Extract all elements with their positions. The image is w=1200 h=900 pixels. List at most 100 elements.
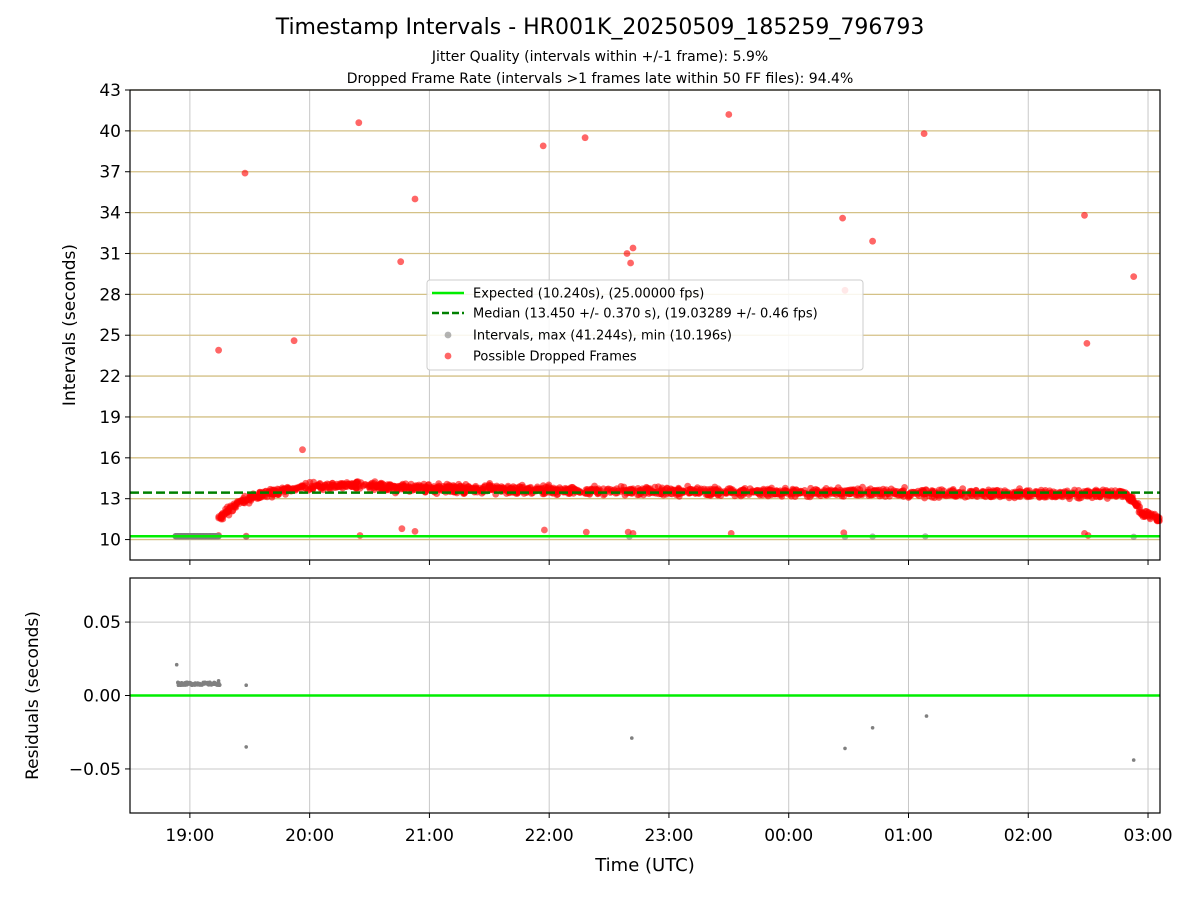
residual-point bbox=[244, 683, 248, 687]
top-y-tick-label: 31 bbox=[99, 244, 121, 264]
dropped-frame-point bbox=[1145, 511, 1153, 519]
chart-title: Timestamp Intervals - HR001K_20250509_18… bbox=[275, 15, 925, 40]
top-y-tick-label: 25 bbox=[99, 326, 121, 346]
dropped-frame-outlier-point bbox=[1130, 273, 1138, 280]
dropped-frame-outlier-point bbox=[623, 250, 631, 257]
dropped-frame-point bbox=[422, 484, 429, 492]
legend-box bbox=[426, 279, 864, 371]
dropped-frame-point bbox=[351, 481, 359, 489]
legend-dropped-swatch bbox=[444, 352, 452, 360]
dropped-frame-subtitle: Dropped Frame Rate (intervals >1 frames … bbox=[346, 71, 854, 87]
bottom-y-tick-label: 0.05 bbox=[83, 613, 121, 633]
x-tick-label: 00:00 bbox=[764, 826, 813, 846]
dropped-frame-outlier-point bbox=[1081, 211, 1088, 219]
dropped-frame-point bbox=[1136, 503, 1144, 511]
x-tick-label: 03:00 bbox=[1124, 826, 1173, 846]
bottom-y-tick-label: 0.00 bbox=[83, 687, 121, 707]
dropped-frame-point bbox=[387, 483, 395, 490]
x-tick-label: 20:00 bbox=[285, 826, 334, 846]
x-tick-label: 22:00 bbox=[525, 826, 574, 846]
dropped-frame-outlier-point bbox=[541, 526, 548, 534]
residual-point bbox=[174, 662, 179, 667]
dropped-frame-point bbox=[323, 480, 331, 488]
legend: Expected (10.240s), (25.00000 fps) Median… bbox=[426, 279, 864, 371]
dropped-frame-outlier-point bbox=[290, 337, 298, 345]
residual-point bbox=[176, 680, 180, 685]
dropped-frame-point bbox=[806, 493, 814, 501]
bottom-y-tick-label: −0.05 bbox=[69, 760, 121, 780]
dropped-frame-outlier-point bbox=[869, 237, 876, 245]
dropped-frame-outlier-point bbox=[411, 195, 419, 203]
dropped-frame-point bbox=[877, 489, 885, 497]
dropped-frame-point bbox=[1119, 493, 1126, 501]
dropped-frame-point bbox=[399, 483, 407, 491]
dropped-frame-point bbox=[838, 489, 846, 497]
dropped-frame-point bbox=[566, 490, 574, 497]
legend-entry-label: Possible Dropped Frames bbox=[473, 350, 637, 365]
residual-points bbox=[174, 662, 1136, 762]
x-tick-label: 21:00 bbox=[405, 826, 454, 846]
x-tick-label: 01:00 bbox=[884, 826, 933, 846]
dropped-frame-outlier-point bbox=[627, 259, 634, 267]
top-y-axis-label: Intervals (seconds) bbox=[60, 244, 80, 406]
top-y-tick-label: 28 bbox=[99, 285, 121, 305]
dropped-frame-point bbox=[731, 492, 739, 500]
dropped-frame-point bbox=[1085, 488, 1093, 496]
dropped-frame-outlier-point bbox=[299, 446, 306, 454]
dropped-frame-point bbox=[664, 485, 671, 492]
dropped-frame-point bbox=[332, 483, 339, 490]
residual-point bbox=[216, 679, 221, 683]
dropped-frame-outlier-point bbox=[629, 244, 637, 252]
x-tick-label: 23:00 bbox=[644, 826, 693, 846]
top-y-tick-label: 16 bbox=[99, 449, 121, 469]
top-y-ticks: 10 13 16 19 22 25 28 31 34 37 40 43 bbox=[99, 81, 130, 551]
dropped-frame-point bbox=[684, 482, 692, 490]
dropped-frame-outlier-point bbox=[725, 111, 733, 118]
dropped-frame-outlier-point bbox=[1083, 340, 1091, 347]
residual-point bbox=[1131, 758, 1136, 762]
dropped-frame-point bbox=[516, 483, 523, 491]
top-y-tick-label: 37 bbox=[99, 163, 121, 183]
dropped-frame-point bbox=[499, 484, 506, 492]
x-tick-label: 19:00 bbox=[165, 826, 214, 846]
top-y-tick-label: 19 bbox=[99, 408, 121, 428]
top-y-tick-label: 22 bbox=[99, 367, 121, 387]
dropped-frame-point bbox=[1138, 511, 1145, 518]
dropped-frame-point bbox=[813, 486, 821, 494]
residual-point bbox=[843, 746, 847, 751]
dropped-frame-outlier-point bbox=[581, 134, 589, 142]
top-y-tick-label: 10 bbox=[99, 531, 121, 551]
bottom-x-ticks: 19:00 20:00 21:00 22:00 23:00 00:00 01:00 02:00… bbox=[165, 813, 1173, 846]
dropped-frame-outlier-point bbox=[397, 258, 405, 266]
dropped-frame-point bbox=[694, 484, 701, 492]
residual-point bbox=[924, 714, 929, 718]
dropped-frame-outlier-point bbox=[411, 528, 419, 535]
dropped-frame-point bbox=[570, 486, 578, 493]
dropped-frame-point bbox=[467, 485, 475, 492]
top-y-tick-label: 13 bbox=[99, 490, 121, 510]
dropped-frame-point bbox=[859, 483, 866, 491]
dropped-frame-outlier-point bbox=[839, 214, 846, 222]
top-y-tick-label: 34 bbox=[99, 204, 121, 224]
dropped-frame-point bbox=[406, 484, 413, 492]
dropped-frame-outlier-point bbox=[582, 528, 590, 536]
dropped-frame-point bbox=[326, 485, 334, 493]
dropped-frame-outlier-point bbox=[920, 130, 928, 138]
dropped-frame-outlier-point bbox=[398, 525, 406, 533]
dropped-frame-outlier-point bbox=[241, 169, 249, 177]
legend-entry-label: Intervals, max (41.244s), min (10.196s) bbox=[473, 329, 732, 344]
dropped-frame-point bbox=[359, 482, 367, 490]
bottom-y-ticks: −0.05 0.00 0.05 bbox=[69, 613, 130, 780]
dropped-frame-outlier-point bbox=[355, 119, 363, 127]
top-y-tick-label: 43 bbox=[99, 81, 121, 101]
dropped-frame-point bbox=[487, 484, 495, 492]
dropped-frame-point bbox=[964, 493, 971, 500]
top-y-tick-label: 40 bbox=[99, 122, 121, 142]
dropped-frame-point bbox=[253, 492, 261, 500]
dropped-frame-point bbox=[416, 484, 424, 491]
top-axes-frame bbox=[129, 89, 1161, 561]
dropped-frame-point bbox=[473, 485, 480, 492]
legend-entry-label: Median (13.450 +/- 0.370 s), (19.03289 +… bbox=[473, 307, 818, 322]
